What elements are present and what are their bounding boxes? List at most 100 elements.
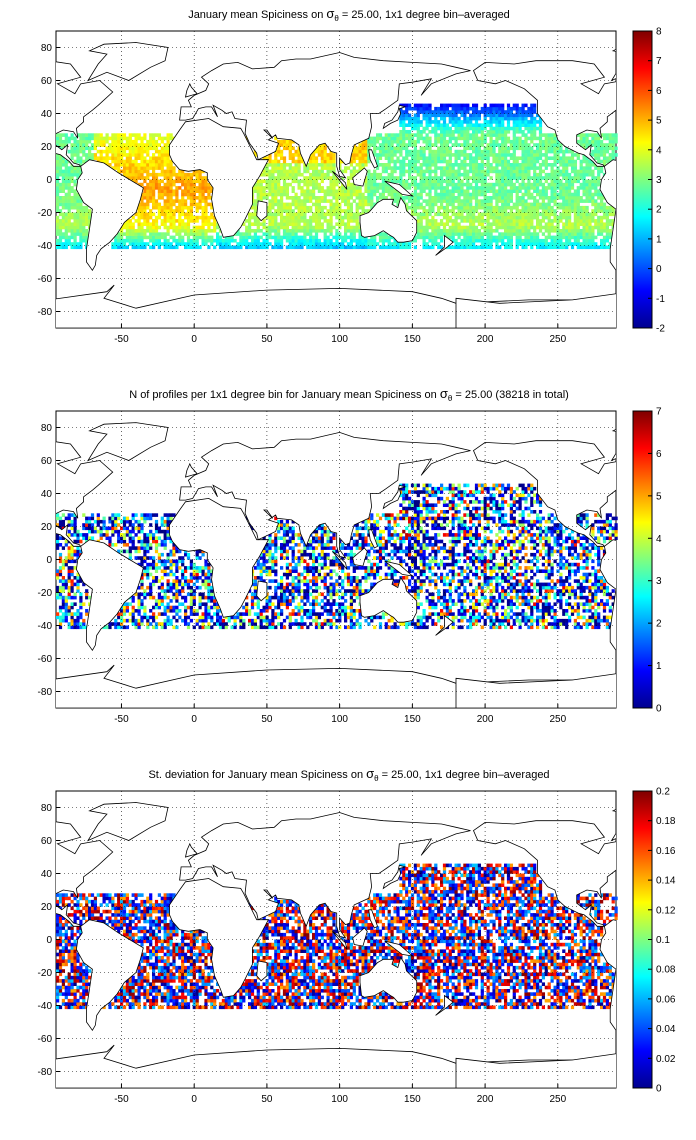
data-cell <box>565 229 569 233</box>
data-cell <box>559 242 563 246</box>
data-cell <box>73 618 77 623</box>
data-cell <box>172 169 176 174</box>
data-cell <box>521 163 525 167</box>
data-cell <box>445 202 450 207</box>
data-cell <box>495 192 499 197</box>
data-cell <box>495 143 499 147</box>
data-cell <box>358 159 362 164</box>
data-cell <box>413 116 418 121</box>
data-cell <box>387 235 391 240</box>
data-cell <box>346 229 351 233</box>
data-cell <box>536 235 540 240</box>
data-cell <box>88 215 92 220</box>
data-cell <box>282 179 287 184</box>
data-cell <box>442 143 447 147</box>
data-cell <box>309 199 313 203</box>
data-cell <box>306 245 310 250</box>
data-cell <box>364 202 368 207</box>
data-cell <box>445 153 450 157</box>
data-cell <box>67 205 71 210</box>
data-cell <box>408 242 412 246</box>
data-cell <box>457 186 461 190</box>
data-cell <box>166 209 170 213</box>
data-cell <box>521 225 525 230</box>
data-cell <box>122 136 127 141</box>
data-cell <box>291 159 295 164</box>
data-cell <box>506 139 511 144</box>
data-cell <box>570 149 575 154</box>
data-cell <box>378 192 383 197</box>
data-cell <box>73 516 77 521</box>
data-cell <box>271 169 275 174</box>
data-cell <box>146 182 150 187</box>
data-cell <box>460 209 464 213</box>
data-cell <box>512 202 516 207</box>
data-cell <box>56 189 60 193</box>
data-cell <box>268 179 272 184</box>
data-cell <box>169 219 173 223</box>
data-cell <box>559 149 563 154</box>
data-cell <box>277 163 281 167</box>
data-cell <box>242 242 246 246</box>
data-cell <box>70 136 74 141</box>
data-cell <box>579 209 583 213</box>
data-cell <box>469 232 473 236</box>
data-cell <box>178 179 182 184</box>
data-cell <box>349 235 354 240</box>
data-cell <box>460 103 464 108</box>
data-cell <box>419 202 423 207</box>
data-cell <box>602 159 607 164</box>
data-cell <box>64 595 68 600</box>
data-cell <box>326 163 330 167</box>
data-cell <box>504 186 508 190</box>
title-2-sub: θ <box>448 394 453 403</box>
data-cell <box>309 209 313 213</box>
data-cell <box>114 146 118 151</box>
data-cell <box>530 136 534 141</box>
data-cell <box>143 186 147 190</box>
data-cell <box>312 159 316 164</box>
data-cell <box>585 143 589 147</box>
data-cell <box>521 176 525 180</box>
data-cell <box>201 199 205 203</box>
data-cell <box>111 156 115 160</box>
data-cell <box>76 245 80 250</box>
data-cell <box>591 196 595 200</box>
data-cell <box>512 123 516 127</box>
data-cell <box>440 196 444 200</box>
data-cell <box>76 199 80 203</box>
data-cell <box>56 136 60 141</box>
data-cell <box>408 120 412 124</box>
data-cell <box>189 176 194 180</box>
data-cell <box>297 163 301 167</box>
data-cell <box>550 225 554 230</box>
data-cell <box>402 159 406 164</box>
data-cell <box>364 179 368 184</box>
data-cell <box>498 159 502 164</box>
data-cell <box>515 106 519 111</box>
data-cell <box>489 215 493 220</box>
data-cell <box>93 146 98 151</box>
data-cell <box>477 245 482 250</box>
data-cell <box>492 120 496 124</box>
data-cell <box>146 235 150 240</box>
data-cell <box>181 196 185 200</box>
data-cell <box>573 202 578 207</box>
data-cell <box>524 159 528 164</box>
data-cell <box>390 139 394 144</box>
data-cell <box>137 245 141 250</box>
data-cell <box>282 209 287 213</box>
data-cell <box>175 176 179 180</box>
data-cell <box>460 133 464 137</box>
data-cell <box>457 199 461 203</box>
data-cell <box>82 232 86 236</box>
data-cell <box>265 163 269 167</box>
data-cell <box>434 149 438 154</box>
data-cell <box>597 232 601 236</box>
data-cell <box>489 176 493 180</box>
data-cell <box>178 169 182 174</box>
data-cell <box>178 222 182 226</box>
data-cell <box>349 212 354 217</box>
data-cell <box>314 156 319 160</box>
data-cell <box>477 238 482 243</box>
